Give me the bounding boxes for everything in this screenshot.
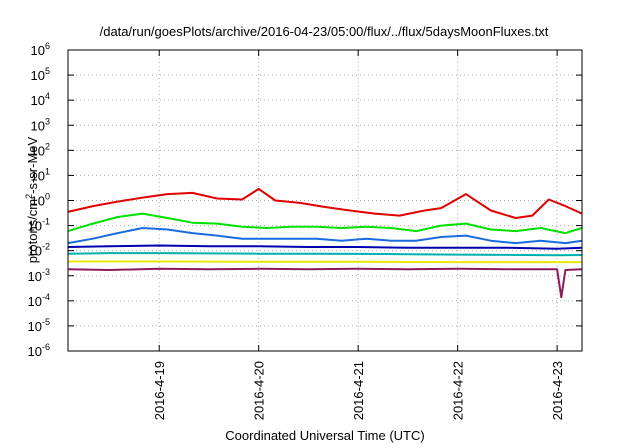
y-tick-label-base: 10 — [31, 143, 45, 158]
x-axis-ticks: 2016-4-19 2016-4-20 2016-4-21 2016-4-22 2016… — [152, 50, 565, 420]
y-tick-label: 10-4 — [28, 292, 50, 309]
y-tick-label-exp: 3 — [45, 116, 50, 126]
y-tick-label-base: 10 — [28, 244, 42, 259]
grid-lines — [68, 50, 582, 351]
y-tick-label: 10-3 — [28, 267, 50, 284]
y-tick-label: 102 — [31, 141, 50, 158]
y-tick-label: 105 — [31, 66, 50, 83]
y-axis-label-base: protons/cm — [25, 199, 40, 263]
y-tick-label: 10-2 — [28, 242, 50, 259]
series-lines — [67, 187, 583, 299]
y-tick-label-base: 10 — [28, 319, 42, 334]
y-tick-label: 104 — [31, 91, 50, 108]
y-axis-ticks: 10-610-510-410-310-210-11001011021031041… — [28, 41, 582, 359]
series-line — [67, 187, 583, 219]
series-line — [67, 267, 583, 299]
y-tick-label-exp: 5 — [45, 66, 50, 76]
chart-title: /data/run/goesPlots/archive/2016-04-23/0… — [100, 24, 549, 39]
series-line — [67, 244, 583, 250]
y-tick-label-exp: -4 — [42, 292, 50, 302]
y-tick-label: 106 — [31, 41, 50, 58]
y-tick-label: 103 — [31, 116, 50, 133]
y-tick-label: 100 — [31, 192, 50, 209]
y-tick-label-exp: -3 — [42, 267, 50, 277]
y-axis-label-rest: -s-sr-MeV — [25, 136, 40, 193]
y-tick-label: 10-5 — [28, 317, 50, 334]
x-tick-label: 2016-4-20 — [252, 361, 267, 420]
y-tick-label-exp: -2 — [42, 242, 50, 252]
y-axis-label: protons/cm2-s-sr-MeV — [24, 136, 40, 263]
y-axis-label-sup: 2 — [24, 194, 34, 199]
y-tick-label: 101 — [31, 166, 50, 183]
y-tick-label-base: 10 — [28, 219, 42, 234]
y-tick-label-exp: 4 — [45, 91, 50, 101]
series-line — [67, 252, 583, 257]
x-tick-label: 2016-4-22 — [451, 361, 466, 420]
y-tick-label-base: 10 — [31, 93, 45, 108]
x-axis-label: Coordinated Universal Time (UTC) — [225, 428, 424, 443]
x-tick-label: 2016-4-19 — [152, 361, 167, 420]
y-tick-label-exp: 1 — [45, 166, 50, 176]
y-tick-label-exp: -6 — [42, 342, 50, 352]
y-tick-label-base: 10 — [31, 118, 45, 133]
y-tick-label: 10-6 — [28, 342, 50, 359]
x-tick-label: 2016-4-23 — [550, 361, 565, 420]
y-tick-label-exp: -1 — [42, 217, 50, 227]
series-line — [68, 260, 582, 264]
y-tick-label-base: 10 — [28, 344, 42, 359]
y-tick-label-base: 10 — [31, 43, 45, 58]
x-tick-label: 2016-4-21 — [351, 361, 366, 420]
series-line — [67, 227, 583, 245]
y-tick-label-exp: 0 — [45, 192, 50, 202]
y-tick-label-exp: -5 — [42, 317, 50, 327]
y-tick-label-base: 10 — [28, 269, 42, 284]
y-tick-label-exp: 6 — [45, 41, 50, 51]
y-tick-label-exp: 2 — [45, 141, 50, 151]
y-tick-label-base: 10 — [28, 294, 42, 309]
y-tick-label: 10-1 — [28, 217, 50, 234]
y-tick-label-base: 10 — [31, 68, 45, 83]
y-tick-label-base: 10 — [31, 194, 45, 209]
series-line — [67, 212, 583, 235]
y-tick-label-base: 10 — [31, 168, 45, 183]
